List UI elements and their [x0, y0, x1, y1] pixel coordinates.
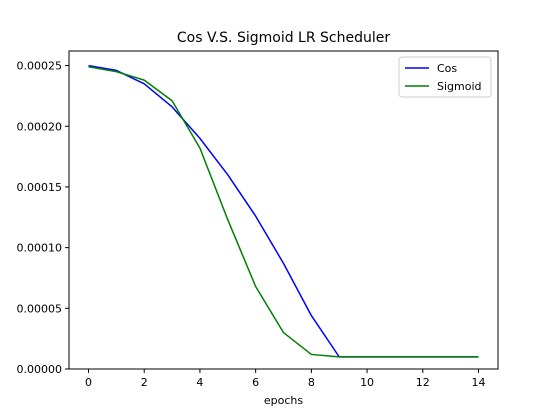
x-tick-label: 6: [252, 376, 259, 389]
y-axis: 0.00000 0.00005 0.00010 0.00015 0.00020 0.000…: [17, 60, 69, 376]
x-tick-label: 8: [308, 376, 315, 389]
legend: Cos Sigmoid: [398, 56, 492, 98]
y-tick-label: 0.00025: [17, 60, 63, 73]
x-tick-label: 4: [196, 376, 203, 389]
x-tick-label: 0: [85, 376, 92, 389]
series-line-sigmoid: [88, 66, 479, 358]
plot-area: [88, 64, 479, 358]
y-tick-label: 0.00005: [17, 302, 63, 315]
y-tick-label: 0.00015: [17, 181, 63, 194]
series-line-cos: [88, 64, 479, 358]
legend-label-sigmoid: Sigmoid: [437, 80, 482, 93]
plot-frame: [68, 50, 499, 370]
x-tick-label: 14: [472, 376, 486, 389]
x-tick-label: 12: [416, 376, 430, 389]
y-tick-label: 0.00020: [17, 120, 63, 133]
chart-title: Cos V.S. Sigmoid LR Scheduler: [177, 30, 390, 46]
x-axis-label: epochs: [264, 394, 303, 407]
y-tick-label: 0.00010: [17, 242, 63, 255]
legend-box: [398, 56, 492, 98]
legend-label-cos: Cos: [437, 62, 457, 75]
x-tick-label: 10: [360, 376, 374, 389]
x-tick-label: 2: [141, 376, 148, 389]
x-axis: 0 2 4 6 8 10 12 14: [85, 369, 486, 389]
y-tick-label: 0.00000: [17, 363, 63, 376]
